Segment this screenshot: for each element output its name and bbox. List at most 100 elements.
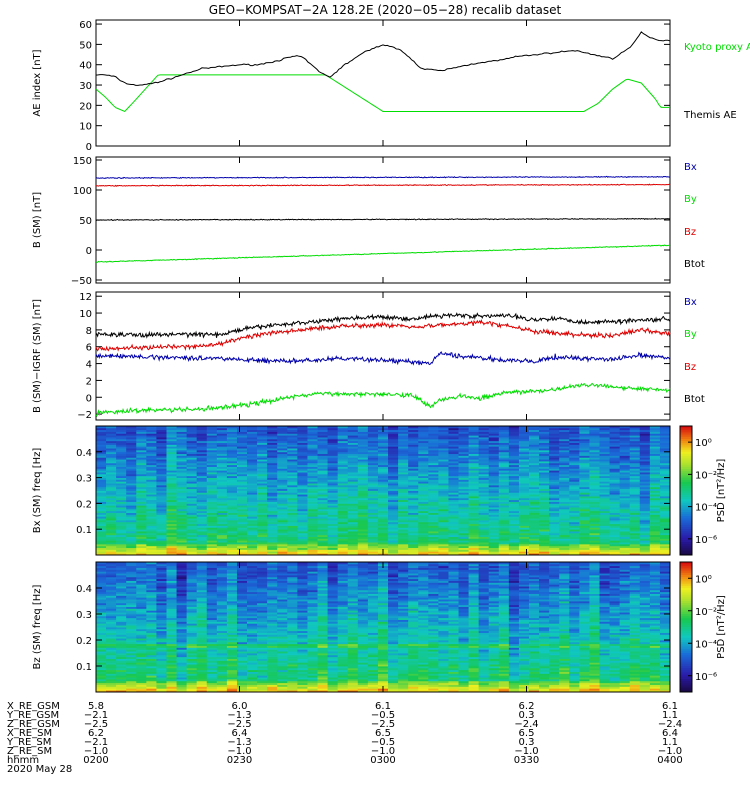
spectrogram-cell (116, 426, 127, 429)
spectrogram-cell (418, 488, 429, 491)
spectrogram-cell (337, 479, 349, 482)
spectrogram-cell (629, 438, 641, 442)
spectrogram-cell (609, 481, 621, 484)
spectrogram-cell (186, 575, 198, 578)
spectrogram-cell (619, 472, 631, 475)
spectrogram-cell (156, 658, 167, 661)
spectrogram-cell (126, 510, 137, 514)
spectrogram-cell (307, 497, 318, 501)
spectrogram-cell (186, 627, 198, 630)
spectrogram-cell (478, 540, 490, 543)
spectrogram-cell (367, 505, 379, 508)
spectrogram-cell (206, 531, 218, 534)
spectrogram-cell (549, 514, 560, 517)
spectrogram-cell (247, 449, 258, 453)
spectrogram-cell (126, 584, 137, 587)
spectrogram-cell (579, 442, 590, 445)
spectrogram-cell (156, 437, 167, 440)
spectrogram-cell (106, 494, 117, 497)
spectrogram-cell (257, 484, 268, 488)
spectrogram-cell (448, 483, 459, 486)
spectrogram-cell (398, 497, 409, 501)
spectrogram-cell (216, 481, 228, 484)
spectrogram-cell (186, 532, 198, 536)
spectrogram-cell (287, 427, 298, 431)
spectrogram-cell (468, 457, 480, 460)
spectrogram-cell (609, 538, 621, 541)
spectrogram-cell (317, 433, 329, 436)
spectrogram-cell (206, 475, 218, 478)
spectrogram-cell (609, 442, 621, 445)
spectrogram-cell (277, 497, 288, 501)
spectrogram-cell (297, 496, 308, 499)
spectrogram-cell (337, 540, 349, 543)
spectrogram-cell (226, 427, 238, 431)
spectrogram-cell (579, 542, 590, 545)
spectrogram-cell (468, 494, 480, 497)
spectrogram-cell (136, 578, 147, 581)
spectrogram-cell (297, 497, 308, 501)
spectrogram-cell (428, 545, 439, 549)
spectrogram-cell (96, 477, 107, 480)
spectrogram-cell (398, 449, 409, 453)
spectrogram-cell (639, 547, 651, 550)
spectrogram-cell (287, 448, 298, 451)
spectrogram-cell (96, 448, 107, 451)
spectrogram-cell (438, 438, 449, 442)
spectrogram-cell (216, 545, 228, 549)
spectrogram-cell (156, 690, 167, 693)
spectrogram-cell (418, 503, 429, 506)
spectrogram-cell (438, 534, 449, 537)
spectrogram-cell (599, 464, 610, 467)
spectrogram-cell (518, 427, 530, 431)
spectrogram-cell (438, 542, 449, 545)
spectrogram-cell (126, 599, 137, 602)
spectrogram-cell (639, 521, 651, 525)
spectrogram-cell (126, 621, 137, 624)
spectrogram-cell (468, 547, 480, 550)
spectrogram-cell (116, 610, 127, 613)
spectrogram-cell (186, 645, 198, 648)
spectrogram-cell (508, 538, 520, 541)
spectrogram-cell (609, 437, 621, 440)
spectrogram-cell (116, 588, 127, 591)
spectrogram-cell (136, 453, 147, 456)
spectrogram-cell (629, 442, 641, 445)
spectrogram-cell (408, 442, 419, 445)
spectrogram-cell (478, 496, 490, 499)
spectrogram-cell (428, 521, 439, 525)
spectrogram-cell (96, 615, 107, 619)
spectrogram-cell (458, 486, 469, 490)
spectrogram-cell (247, 459, 258, 462)
spectrogram-cell (327, 514, 339, 517)
spectrogram-cell (488, 536, 500, 539)
spectrogram-cell (206, 461, 218, 464)
spectrogram-cell (136, 547, 147, 550)
spectrogram-cell (639, 448, 651, 451)
spectrogram-cell (488, 529, 500, 532)
spectrogram-cell (327, 453, 339, 456)
spectrogram-cell (216, 477, 228, 480)
spectrogram-cell (176, 486, 188, 490)
spectrogram-cell (126, 654, 137, 658)
spectrogram-cell (488, 479, 500, 482)
spectrogram-cell (96, 532, 107, 536)
spectrogram-cell (438, 466, 449, 469)
spectrogram-cell (649, 553, 661, 556)
spectrogram-cell (549, 477, 560, 480)
spectrogram-cell (126, 569, 137, 572)
spectrogram-cell (418, 446, 429, 449)
spectrogram-cell (649, 429, 661, 432)
spectrogram-cell (176, 612, 188, 615)
spectrogram-cell (357, 510, 369, 514)
spectrogram-cell (357, 551, 369, 554)
spectrogram-cell (357, 461, 369, 464)
spectrogram-cell (327, 473, 339, 477)
spectrogram-cell (347, 461, 359, 464)
spectrogram-cell (317, 475, 329, 478)
spectrogram-cell (277, 444, 288, 447)
spectrogram-cell (629, 473, 641, 477)
spectrogram-cell (257, 437, 268, 440)
spectrogram-cell (116, 658, 127, 661)
spectrogram-cell (267, 484, 278, 488)
